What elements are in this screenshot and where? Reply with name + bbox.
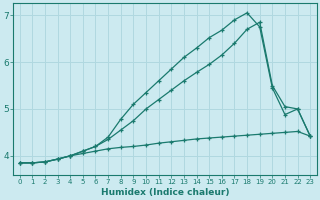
X-axis label: Humidex (Indice chaleur): Humidex (Indice chaleur) xyxy=(101,188,229,197)
